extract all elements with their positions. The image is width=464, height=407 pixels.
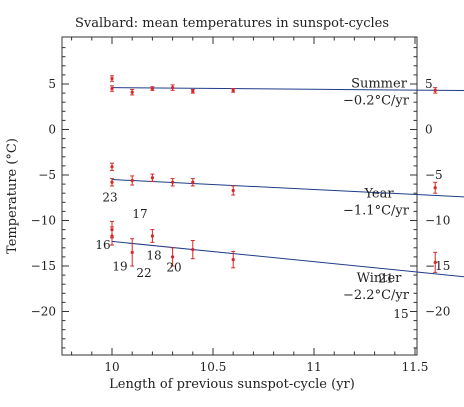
- winter-data-point: [170, 247, 175, 267]
- y-tick-label-right: −5: [425, 168, 443, 182]
- y-tick-label-right: 0: [425, 123, 433, 137]
- summer-data-point: [110, 75, 114, 82]
- cycle-number-label: 15: [393, 307, 408, 321]
- summer-trend-label: −0.2°C/yr: [343, 93, 410, 108]
- y-axis-label: Temperature (°C): [5, 138, 20, 254]
- y-tick-label-right: −10: [425, 214, 450, 228]
- summer-series-label: Summer: [351, 76, 408, 91]
- winter-data-point: [130, 238, 135, 267]
- cycle-number-label: 16: [95, 238, 110, 252]
- y-tick-label-left: −15: [31, 259, 56, 273]
- data-points: [110, 75, 438, 273]
- y-tick-label-right: 5: [425, 77, 433, 91]
- year-data-point: [130, 175, 135, 186]
- y-tick-label-left: 5: [48, 77, 56, 91]
- fit-lines: [111, 87, 464, 278]
- year-fit-line: [111, 179, 464, 198]
- cycle-number-label: 22: [136, 266, 151, 280]
- summer-data-point: [231, 88, 236, 93]
- y-tick-label-left: −10: [31, 214, 56, 228]
- plot-frame: [61, 36, 418, 356]
- year-series-label: Year: [363, 186, 394, 201]
- summer-data-point: [170, 84, 175, 91]
- x-tick-label: 10.5: [200, 360, 227, 374]
- cycle-number-label: 17: [132, 207, 147, 221]
- y-tick-label-right: −20: [425, 305, 450, 319]
- summer-data-point: [130, 88, 135, 96]
- summer-data-point: [190, 88, 195, 94]
- year-data-point: [433, 181, 438, 194]
- summer-data-point: [110, 85, 114, 92]
- winter-data-point: [231, 250, 236, 269]
- year-data-point: [231, 185, 236, 196]
- winter-fit-line: [111, 240, 464, 278]
- winter-data-point: [150, 229, 155, 243]
- y-tick-label-left: −20: [31, 305, 56, 319]
- summer-fit-line: [111, 87, 464, 92]
- x-tick-label: 10: [104, 360, 119, 374]
- year-data-point: [190, 178, 195, 187]
- y-tick-label-right: −15: [425, 259, 450, 273]
- axis-ticks: 1010.51111.51212.55500−5−5−10−10−15−15−2…: [31, 37, 450, 374]
- cycle-number-label: 18: [146, 249, 161, 263]
- x-tick-label: 11: [306, 360, 321, 374]
- cycle-number-label: 23: [102, 191, 117, 205]
- winter-trend-label: −2.2°C/yr: [343, 288, 410, 303]
- chart-title: Svalbard: mean temperatures in sunspot-c…: [75, 16, 389, 31]
- year-data-point: [110, 178, 114, 187]
- cycle-number-label: 20: [166, 261, 181, 275]
- winter-data-point: [433, 251, 438, 273]
- summer-data-point: [150, 86, 155, 91]
- year-data-point: [150, 173, 155, 182]
- year-data-point: [110, 162, 114, 171]
- cycle-number-label: 21: [378, 271, 393, 285]
- winter-series-label: Winter: [357, 271, 403, 286]
- winter-data-point: [190, 240, 195, 260]
- year-trend-label: −1.1°C/yr: [343, 203, 410, 218]
- x-tick-label: 11.5: [402, 360, 429, 374]
- y-tick-label-left: 0: [48, 123, 56, 137]
- year-data-point: [170, 178, 175, 187]
- x-axis-label: Length of previous sunspot-cycle (yr): [109, 377, 355, 392]
- y-tick-label-left: −5: [38, 168, 56, 182]
- summer-data-point: [433, 87, 438, 94]
- cycle-number-label: 19: [112, 259, 127, 273]
- winter-data-point: [110, 226, 114, 246]
